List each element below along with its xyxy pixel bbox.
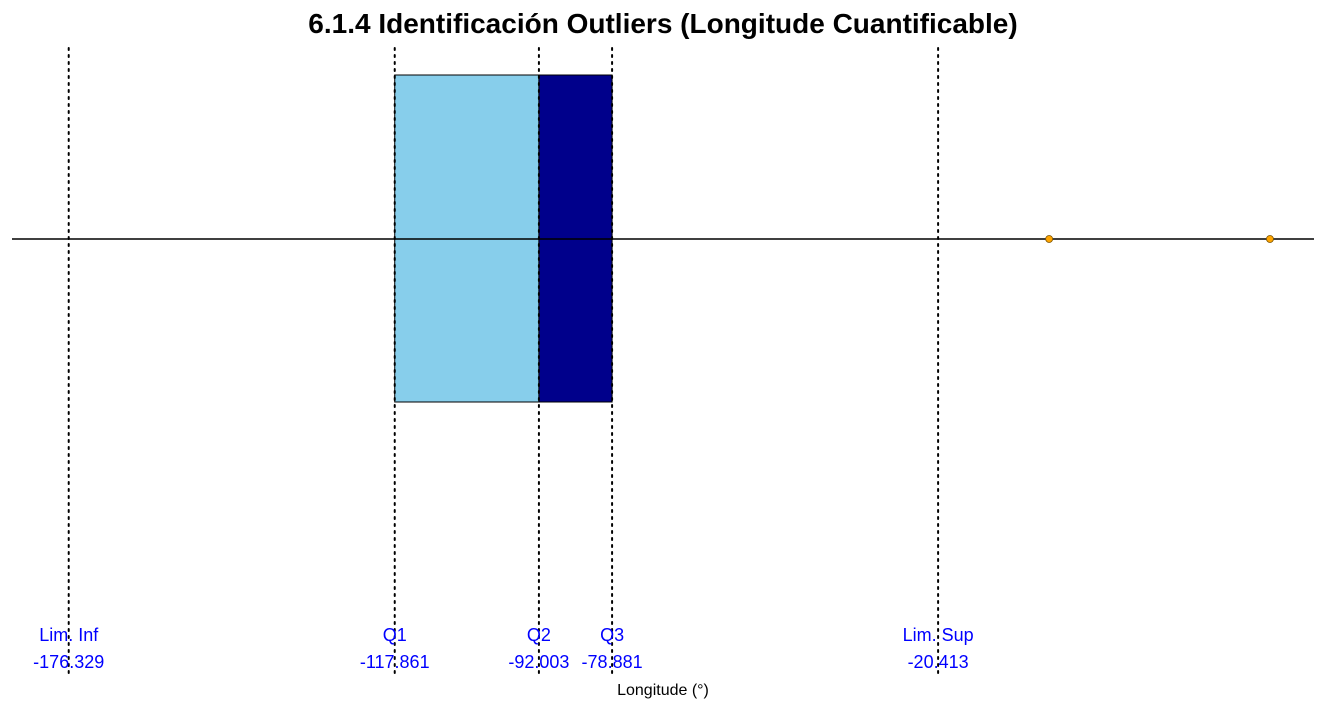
outlier-point-1 [1045, 235, 1054, 243]
marker-label-q3: Q3 [600, 625, 624, 645]
x-axis-label: Longitude (°) [617, 682, 709, 699]
plot-area [12, 47, 1314, 679]
marker-value-q3: -78.881 [582, 652, 643, 672]
marker-value-lim-sup: -20.413 [908, 652, 969, 672]
marker-labels: Lim. Inf -176.329 Q1 -117.861 Q2 -92.003 Q3 -78… [33, 625, 973, 672]
marker-value-q1: -117.861 [360, 652, 430, 672]
marker-label-lim-inf: Lim. Inf [39, 625, 99, 645]
marker-label-q2: Q2 [527, 625, 551, 645]
marker-label-q1: Q1 [383, 625, 407, 645]
marker-value-lim-inf: -176.329 [33, 652, 104, 672]
marker-label-lim-sup: Lim. Sup [903, 625, 974, 645]
marker-value-q2: -92.003 [508, 652, 569, 672]
chart-title: 6.1.4 Identificación Outliers (Longitude… [308, 8, 1017, 39]
outlier-point-2 [1266, 235, 1274, 243]
